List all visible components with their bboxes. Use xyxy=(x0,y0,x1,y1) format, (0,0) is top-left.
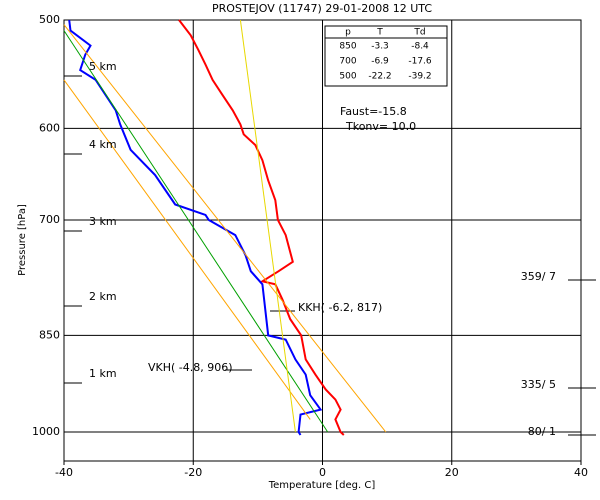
wind-label: 80/ 1 xyxy=(528,425,556,438)
table-cell: -22.2 xyxy=(368,72,391,82)
km-label: 3 km xyxy=(89,215,117,228)
y-tick-label: 500 xyxy=(39,13,60,26)
table-cell: 500 xyxy=(339,72,356,82)
wind-label: 359/ 7 xyxy=(521,270,556,283)
km-label: 4 km xyxy=(89,138,117,151)
km-label: 2 km xyxy=(89,290,117,303)
x-tick-label: 0 xyxy=(319,466,326,479)
x-axis-label: Temperature [deg. C] xyxy=(268,480,376,491)
series-line xyxy=(68,19,323,436)
kkh-annotation: KKH( -6.2, 817) xyxy=(298,301,382,314)
series-line xyxy=(239,19,296,433)
series-line xyxy=(63,79,311,420)
table-cell: 850 xyxy=(339,42,356,52)
info-table-box xyxy=(324,25,448,87)
y-tick-label: 1000 xyxy=(32,425,60,438)
table-header: T xyxy=(376,28,383,38)
x-tick-label: -40 xyxy=(55,466,73,479)
x-tick-label: 20 xyxy=(445,466,459,479)
table-header: Td xyxy=(413,28,425,38)
y-tick-label: 700 xyxy=(39,213,60,226)
faust: Faust=-15.8 xyxy=(340,105,407,118)
km-label: 1 km xyxy=(89,367,117,380)
series-line xyxy=(63,30,329,433)
table-cell: -8.4 xyxy=(411,42,429,52)
table-cell: -39.2 xyxy=(408,72,431,82)
table-cell: -17.6 xyxy=(408,57,432,67)
x-tick-label: 40 xyxy=(574,466,588,479)
plot-frame xyxy=(63,19,582,462)
y-axis-label: Pressure [hPa] xyxy=(17,204,28,276)
tkonv: Tkonv= 10.0 xyxy=(345,120,416,133)
table-cell: 700 xyxy=(339,57,356,67)
table-header: p xyxy=(345,28,351,38)
chart-title: PROSTEJOV (11747) 29-01-2008 12 UTC xyxy=(212,2,432,15)
table-cell: -3.3 xyxy=(371,42,389,52)
km-label: 5 km xyxy=(89,60,117,73)
x-tick-label: -20 xyxy=(184,466,202,479)
vkh-annotation: VKH( -4.8, 906) xyxy=(148,361,233,374)
y-tick-label: 850 xyxy=(39,328,60,341)
table-cell: -6.9 xyxy=(371,57,389,67)
y-tick-label: 600 xyxy=(39,121,60,134)
series-line xyxy=(178,19,345,436)
series-line xyxy=(63,24,387,433)
wind-label: 335/ 5 xyxy=(521,378,556,391)
